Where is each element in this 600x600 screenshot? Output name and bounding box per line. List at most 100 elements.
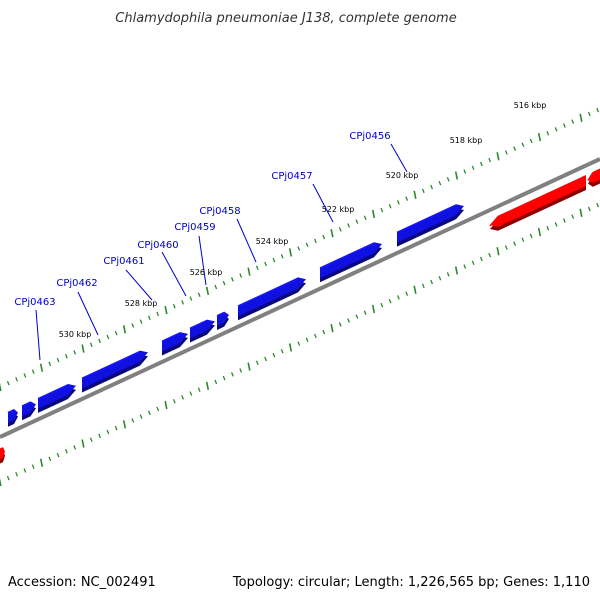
inner-tick [579, 208, 583, 217]
outer-tick [313, 238, 317, 244]
forward-gene-4[interactable] [81, 350, 148, 393]
forward-gene-8-body [238, 277, 306, 317]
gene-leader-line [198, 235, 207, 286]
outer-tick [73, 350, 77, 355]
forward-gene-10-highlight [396, 204, 457, 234]
inner-tick [214, 379, 218, 385]
inner-tick [355, 314, 359, 319]
gene-leader-line [35, 309, 41, 361]
forward-gene-7[interactable] [216, 311, 229, 330]
inner-tick [205, 381, 210, 391]
outer-tick [446, 177, 450, 182]
outer-tick [496, 152, 500, 161]
outer-tick [554, 127, 558, 132]
inner-tick [471, 260, 475, 266]
reverse-gene-1[interactable] [489, 175, 586, 231]
inner-tick [239, 368, 243, 373]
inner-tick [454, 266, 459, 275]
inner-tick [122, 420, 127, 429]
inner-tick [347, 318, 351, 323]
inner-tick [264, 356, 268, 362]
gene-labels: CPj0456 CPj0457 CPj0458 CPj0459 CPj0460 CPj04… [14, 131, 390, 308]
forward-gene-9-highlight [319, 242, 375, 269]
outer-tick [488, 157, 492, 163]
outer-tick [562, 123, 566, 128]
forward-gene-4-highlight [81, 350, 141, 380]
outer-tick [247, 267, 251, 276]
forward-gene-5[interactable] [161, 332, 188, 356]
inner-tick [131, 418, 135, 423]
outer-tick [15, 377, 19, 382]
genome-summary-text: Topology: circular; Length: 1,226,565 bp… [232, 575, 590, 590]
inner-tick [31, 464, 35, 469]
inner-tick [371, 304, 376, 314]
inner-tick [430, 279, 434, 285]
inner-tick [56, 452, 60, 458]
inner-tick [313, 333, 317, 339]
outer-tick [172, 304, 176, 309]
forward-gene-10-body [397, 204, 464, 243]
forward-gene-10[interactable] [396, 204, 464, 247]
forward-gene-6-body [190, 319, 215, 339]
reverse-gene-3[interactable] [0, 447, 5, 464]
outer-tick [587, 111, 591, 117]
inner-tick [255, 360, 259, 366]
gene-label-cpj0460[interactable]: CPj0460 [137, 240, 178, 251]
inner-tick [546, 225, 550, 231]
gene-label-cpj0462[interactable]: CPj0462 [56, 278, 97, 289]
outer-tick [479, 161, 483, 167]
forward-gene-9[interactable] [319, 242, 382, 283]
inner-tick [562, 218, 566, 223]
inner-tick [322, 329, 326, 335]
forward-gene-6[interactable] [189, 319, 215, 343]
inner-tick [504, 245, 508, 250]
outer-tick [421, 188, 425, 194]
forward-gene-1[interactable] [7, 409, 18, 427]
inner-tick [388, 299, 392, 304]
forward-gene-3[interactable] [37, 383, 76, 413]
kbp-label: 530 kbp [59, 330, 92, 339]
gene-label-cpj0458[interactable]: CPj0458 [199, 206, 240, 217]
reverse-gene-2[interactable] [587, 168, 600, 187]
outer-tick [546, 130, 550, 136]
gene-label-cpj0457[interactable]: CPj0457 [271, 171, 312, 182]
gene-features [0, 168, 600, 464]
accession-text: Accession: NC_002491 [8, 575, 156, 590]
inner-tick [413, 285, 417, 294]
outer-tick [39, 363, 44, 372]
forward-gene-9-body [320, 242, 382, 279]
outer-tick [181, 300, 185, 305]
inner-tick [488, 252, 492, 258]
outer-tick [139, 319, 143, 324]
inner-tick [23, 468, 27, 473]
forward-gene-8[interactable] [237, 277, 306, 321]
outer-tick [106, 334, 110, 340]
gene-label-cpj0463[interactable]: CPj0463 [14, 297, 55, 308]
inner-tick [114, 425, 118, 431]
inner-tick [438, 275, 442, 281]
inner-tick [247, 362, 251, 371]
outer-tick [355, 219, 359, 224]
gene-leader-line [312, 183, 334, 223]
inner-tick [6, 475, 10, 481]
outer-tick [347, 223, 351, 228]
forward-gene-2[interactable] [21, 401, 36, 421]
inner-tick [305, 337, 309, 342]
inner-tick [529, 233, 533, 239]
outer-tick [463, 169, 467, 174]
inner-tick [554, 222, 558, 227]
outer-tick [529, 138, 533, 144]
reverse-gene-1-highlight [489, 216, 499, 227]
inner-tick [380, 302, 384, 308]
reverse-gene-3-body [0, 447, 5, 460]
outer-tick [89, 342, 93, 347]
outer-tick [214, 284, 218, 290]
gene-label-cpj0459[interactable]: CPj0459 [174, 222, 215, 233]
gene-label-cpj0461[interactable]: CPj0461 [103, 256, 144, 267]
outer-tick [239, 273, 243, 278]
outer-tick [454, 171, 459, 180]
gene-label-cpj0456[interactable]: CPj0456 [349, 131, 390, 142]
inner-tick [496, 247, 500, 256]
inner-tick [139, 414, 143, 419]
